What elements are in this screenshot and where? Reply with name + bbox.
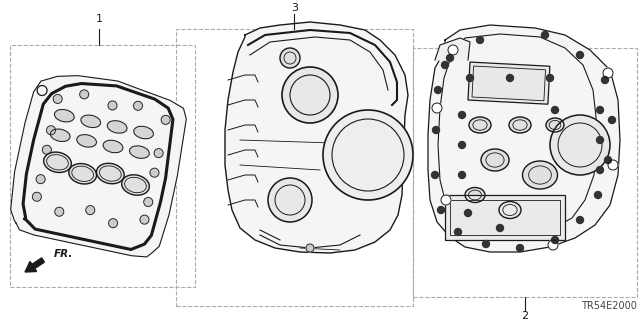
Text: 2: 2 xyxy=(521,311,529,319)
Circle shape xyxy=(53,94,62,103)
Circle shape xyxy=(36,174,45,184)
Circle shape xyxy=(442,62,449,69)
Circle shape xyxy=(547,75,554,81)
Circle shape xyxy=(323,110,413,200)
Circle shape xyxy=(448,45,458,55)
Circle shape xyxy=(541,32,548,39)
Circle shape xyxy=(433,127,440,133)
Circle shape xyxy=(552,236,559,243)
Circle shape xyxy=(483,241,490,248)
Circle shape xyxy=(33,192,42,201)
Circle shape xyxy=(458,112,465,118)
Polygon shape xyxy=(225,22,408,253)
Circle shape xyxy=(550,115,610,175)
Bar xyxy=(472,66,545,101)
Text: FR.: FR. xyxy=(54,249,74,259)
Ellipse shape xyxy=(129,146,149,158)
Circle shape xyxy=(109,219,118,228)
Ellipse shape xyxy=(546,118,564,132)
Circle shape xyxy=(497,225,504,232)
Ellipse shape xyxy=(77,135,97,147)
Circle shape xyxy=(552,107,559,114)
Bar xyxy=(176,29,413,306)
Circle shape xyxy=(47,126,56,135)
Polygon shape xyxy=(435,38,470,60)
Ellipse shape xyxy=(54,109,74,122)
Circle shape xyxy=(268,178,312,222)
Circle shape xyxy=(454,228,461,235)
Circle shape xyxy=(80,90,89,99)
Circle shape xyxy=(596,137,604,144)
Ellipse shape xyxy=(522,161,557,189)
Polygon shape xyxy=(428,25,620,252)
Circle shape xyxy=(602,77,609,84)
Circle shape xyxy=(42,145,51,154)
FancyArrow shape xyxy=(25,258,44,272)
Ellipse shape xyxy=(69,164,97,184)
Ellipse shape xyxy=(44,152,71,173)
Text: TR54E2000: TR54E2000 xyxy=(581,301,637,311)
Circle shape xyxy=(282,67,338,123)
Ellipse shape xyxy=(509,117,531,133)
Circle shape xyxy=(447,55,454,62)
Circle shape xyxy=(134,101,143,110)
Bar xyxy=(450,200,560,235)
Circle shape xyxy=(458,172,465,179)
Bar xyxy=(10,45,195,287)
Ellipse shape xyxy=(469,117,491,133)
Circle shape xyxy=(431,172,438,179)
Bar xyxy=(445,195,565,240)
Circle shape xyxy=(140,215,149,224)
Circle shape xyxy=(577,51,584,58)
Circle shape xyxy=(516,244,524,251)
Ellipse shape xyxy=(481,149,509,171)
Circle shape xyxy=(441,195,451,205)
Circle shape xyxy=(86,206,95,215)
Ellipse shape xyxy=(51,129,70,142)
Text: 3: 3 xyxy=(291,3,298,13)
Circle shape xyxy=(467,75,474,81)
Circle shape xyxy=(438,206,445,213)
Circle shape xyxy=(603,68,613,78)
Circle shape xyxy=(150,168,159,177)
Ellipse shape xyxy=(103,140,123,153)
Circle shape xyxy=(280,48,300,68)
Circle shape xyxy=(548,240,558,250)
Ellipse shape xyxy=(108,121,127,133)
Ellipse shape xyxy=(122,175,149,195)
Ellipse shape xyxy=(465,188,485,203)
Circle shape xyxy=(432,103,442,113)
Circle shape xyxy=(435,86,442,93)
Circle shape xyxy=(605,157,611,164)
Ellipse shape xyxy=(134,126,154,139)
Circle shape xyxy=(577,217,584,224)
Circle shape xyxy=(154,149,163,158)
Circle shape xyxy=(144,197,153,206)
Bar xyxy=(468,62,550,104)
Bar xyxy=(413,48,637,297)
Ellipse shape xyxy=(499,202,521,219)
Circle shape xyxy=(609,116,616,123)
Circle shape xyxy=(608,160,618,170)
Ellipse shape xyxy=(97,163,124,184)
Circle shape xyxy=(465,210,472,217)
Circle shape xyxy=(458,142,465,149)
Circle shape xyxy=(596,107,604,114)
Polygon shape xyxy=(11,76,186,257)
Circle shape xyxy=(506,75,513,81)
Ellipse shape xyxy=(81,115,100,128)
Circle shape xyxy=(161,115,170,124)
Circle shape xyxy=(55,207,64,216)
Circle shape xyxy=(595,191,602,198)
Circle shape xyxy=(596,167,604,174)
Circle shape xyxy=(306,244,314,252)
Circle shape xyxy=(108,101,117,110)
Text: 1: 1 xyxy=(96,14,102,24)
Circle shape xyxy=(477,36,483,43)
